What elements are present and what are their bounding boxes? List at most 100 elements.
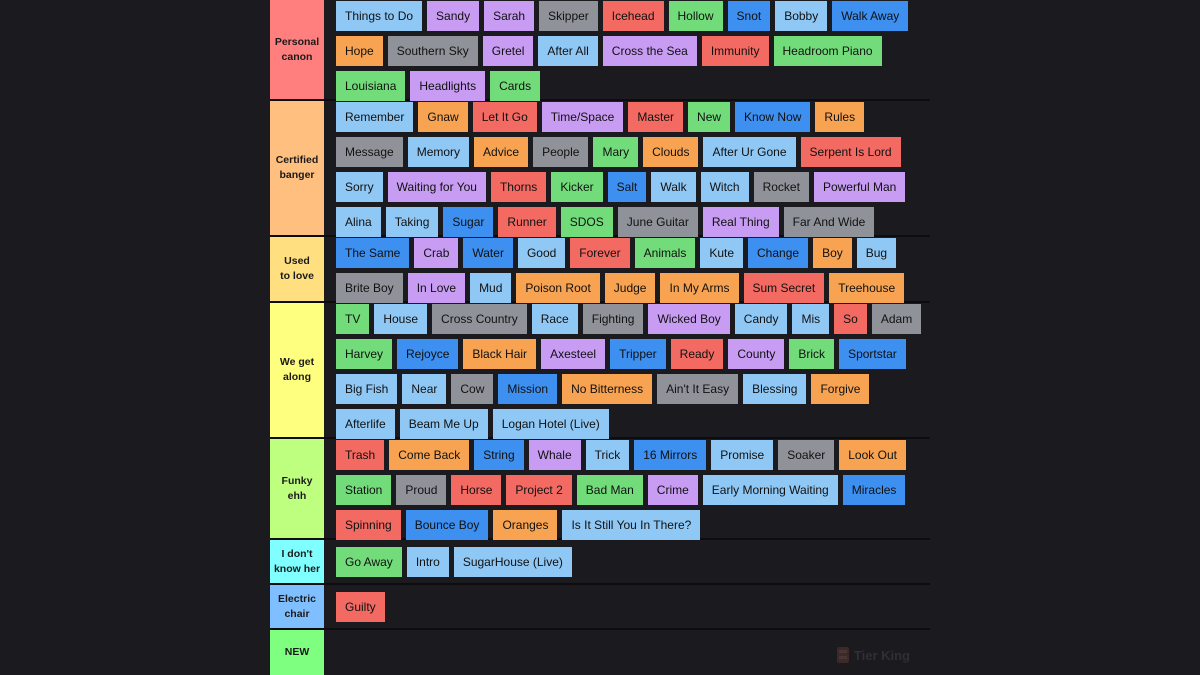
tier-item-chip[interactable]: Taking: [385, 207, 439, 237]
tier-item-chip[interactable]: Ready: [670, 339, 724, 369]
tier-item-chip[interactable]: Walk Away: [832, 1, 909, 31]
tier-item-chip[interactable]: Promise: [711, 440, 774, 470]
tier-item-chip[interactable]: SDOS: [560, 207, 613, 237]
tier-item-chip[interactable]: Crime: [647, 475, 698, 505]
tier-items-dropzone[interactable]: [324, 630, 930, 675]
tier-item-chip[interactable]: Trash: [336, 440, 385, 470]
tier-item-chip[interactable]: After All: [538, 36, 598, 66]
tier-item-chip[interactable]: Good: [517, 238, 566, 268]
tier-label[interactable]: Funky ehh: [270, 439, 324, 538]
tier-item-chip[interactable]: Near: [402, 374, 447, 404]
tier-item-chip[interactable]: Go Away: [336, 547, 402, 577]
tier-item-chip[interactable]: Guilty: [336, 592, 385, 622]
tier-item-chip[interactable]: Rocket: [753, 172, 809, 202]
tier-item-chip[interactable]: Early Morning Waiting: [702, 475, 838, 505]
tier-item-chip[interactable]: Witch: [700, 172, 749, 202]
tier-item-chip[interactable]: Snot: [727, 1, 771, 31]
tier-item-chip[interactable]: The Same: [336, 238, 410, 268]
tier-items-dropzone[interactable]: Go Away Intro SugarHouse (Live): [324, 540, 930, 583]
tier-item-chip[interactable]: Station: [336, 475, 392, 505]
tier-item-chip[interactable]: Let It Go: [472, 102, 537, 132]
tier-item-chip[interactable]: Far And Wide: [783, 207, 875, 237]
tier-items-dropzone[interactable]: TV House Cross Country Race Fighting Wicked B…: [324, 303, 930, 439]
tier-item-chip[interactable]: Forgive: [811, 374, 870, 404]
tier-item-chip[interactable]: Fighting: [582, 304, 644, 334]
tier-item-chip[interactable]: Axesteel: [541, 339, 606, 369]
tier-item-chip[interactable]: Mission: [498, 374, 558, 404]
tier-item-chip[interactable]: Forever: [570, 238, 630, 268]
tier-item-chip[interactable]: Bad Man: [576, 475, 643, 505]
tier-item-chip[interactable]: June Guitar: [617, 207, 698, 237]
tier-item-chip[interactable]: Cards: [490, 71, 541, 101]
tier-item-chip[interactable]: Skipper: [539, 1, 598, 31]
tier-item-chip[interactable]: Wicked Boy: [648, 304, 730, 334]
tier-item-chip[interactable]: TV: [336, 304, 370, 334]
tier-item-chip[interactable]: Project 2: [506, 475, 572, 505]
tier-item-chip[interactable]: Clouds: [643, 137, 699, 167]
tier-item-chip[interactable]: Salt: [607, 172, 647, 202]
tier-item-chip[interactable]: Boy: [813, 238, 852, 268]
tier-item-chip[interactable]: Alina: [336, 207, 381, 237]
tier-item-chip[interactable]: Message: [336, 137, 403, 167]
tier-item-chip[interactable]: Poison Root: [516, 273, 600, 303]
tier-item-chip[interactable]: Sorry: [336, 172, 383, 202]
tier-item-chip[interactable]: In Love: [407, 273, 466, 303]
tier-item-chip[interactable]: Bounce Boy: [405, 510, 489, 540]
tier-item-chip[interactable]: Crab: [414, 238, 459, 268]
tier-item-chip[interactable]: Rules: [815, 102, 865, 132]
tier-item-chip[interactable]: Remember: [336, 102, 414, 132]
tier-item-chip[interactable]: Come Back: [389, 440, 470, 470]
tier-item-chip[interactable]: Louisiana: [336, 71, 406, 101]
tier-item-chip[interactable]: Race: [531, 304, 578, 334]
tier-item-chip[interactable]: Sportstar: [839, 339, 906, 369]
tier-item-chip[interactable]: Proud: [396, 475, 447, 505]
tier-item-chip[interactable]: Serpent Is Lord: [800, 137, 901, 167]
tier-item-chip[interactable]: Immunity: [701, 36, 769, 66]
tier-item-chip[interactable]: In My Arms: [660, 273, 739, 303]
tier-item-chip[interactable]: House: [374, 304, 428, 334]
tier-item-chip[interactable]: New: [688, 102, 731, 132]
tier-item-chip[interactable]: Is It Still You In There?: [562, 510, 701, 540]
tier-item-chip[interactable]: Harvey: [336, 339, 393, 369]
tier-item-chip[interactable]: Brick: [789, 339, 835, 369]
tier-items-dropzone[interactable]: Guilty: [324, 585, 930, 628]
tier-item-chip[interactable]: Real Thing: [702, 207, 779, 237]
tier-label[interactable]: NEW: [270, 630, 324, 675]
tier-item-chip[interactable]: Brite Boy: [336, 273, 403, 303]
tier-item-chip[interactable]: Advice: [474, 137, 529, 167]
tier-item-chip[interactable]: Cross Country: [432, 304, 527, 334]
tier-item-chip[interactable]: Rejoyce: [397, 339, 459, 369]
tier-item-chip[interactable]: Cross the Sea: [602, 36, 697, 66]
tier-item-chip[interactable]: Icehead: [602, 1, 664, 31]
tier-item-chip[interactable]: Blessing: [743, 374, 807, 404]
tier-items-dropzone[interactable]: Trash Come Back String Whale Trick 16 Mirrors…: [324, 439, 930, 540]
tier-item-chip[interactable]: Know Now: [735, 102, 811, 132]
tier-item-chip[interactable]: Time/Space: [541, 102, 624, 132]
tier-item-chip[interactable]: Horse: [451, 475, 502, 505]
tier-item-chip[interactable]: Sarah: [484, 1, 535, 31]
tier-item-chip[interactable]: Judge: [604, 273, 656, 303]
tier-item-chip[interactable]: Sum Secret: [743, 273, 825, 303]
tier-item-chip[interactable]: Sandy: [427, 1, 480, 31]
tier-item-chip[interactable]: Intro: [406, 547, 449, 577]
tier-item-chip[interactable]: So: [834, 304, 867, 334]
tier-item-chip[interactable]: Trick: [585, 440, 630, 470]
tier-item-chip[interactable]: Whale: [528, 440, 581, 470]
tier-item-chip[interactable]: Mud: [470, 273, 512, 303]
tier-item-chip[interactable]: Headroom Piano: [773, 36, 882, 66]
tier-item-chip[interactable]: Miracles: [842, 475, 906, 505]
tier-item-chip[interactable]: Gnaw: [418, 102, 468, 132]
tier-label[interactable]: We get along: [270, 303, 324, 437]
tier-item-chip[interactable]: Bug: [856, 238, 897, 268]
tier-item-chip[interactable]: Oranges: [493, 510, 558, 540]
tier-item-chip[interactable]: Kicker: [551, 172, 603, 202]
tier-item-chip[interactable]: Mis: [792, 304, 830, 334]
tier-item-chip[interactable]: County: [728, 339, 785, 369]
tier-items-dropzone[interactable]: The Same Crab Water Good Forever Animals Kute C…: [324, 237, 930, 303]
tier-item-chip[interactable]: Big Fish: [336, 374, 398, 404]
tier-label[interactable]: Electric chair: [270, 585, 324, 628]
tier-item-chip[interactable]: Black Hair: [463, 339, 537, 369]
tier-item-chip[interactable]: Walk: [651, 172, 696, 202]
tier-item-chip[interactable]: Memory: [407, 137, 470, 167]
tier-label[interactable]: Certified banger: [270, 101, 324, 235]
